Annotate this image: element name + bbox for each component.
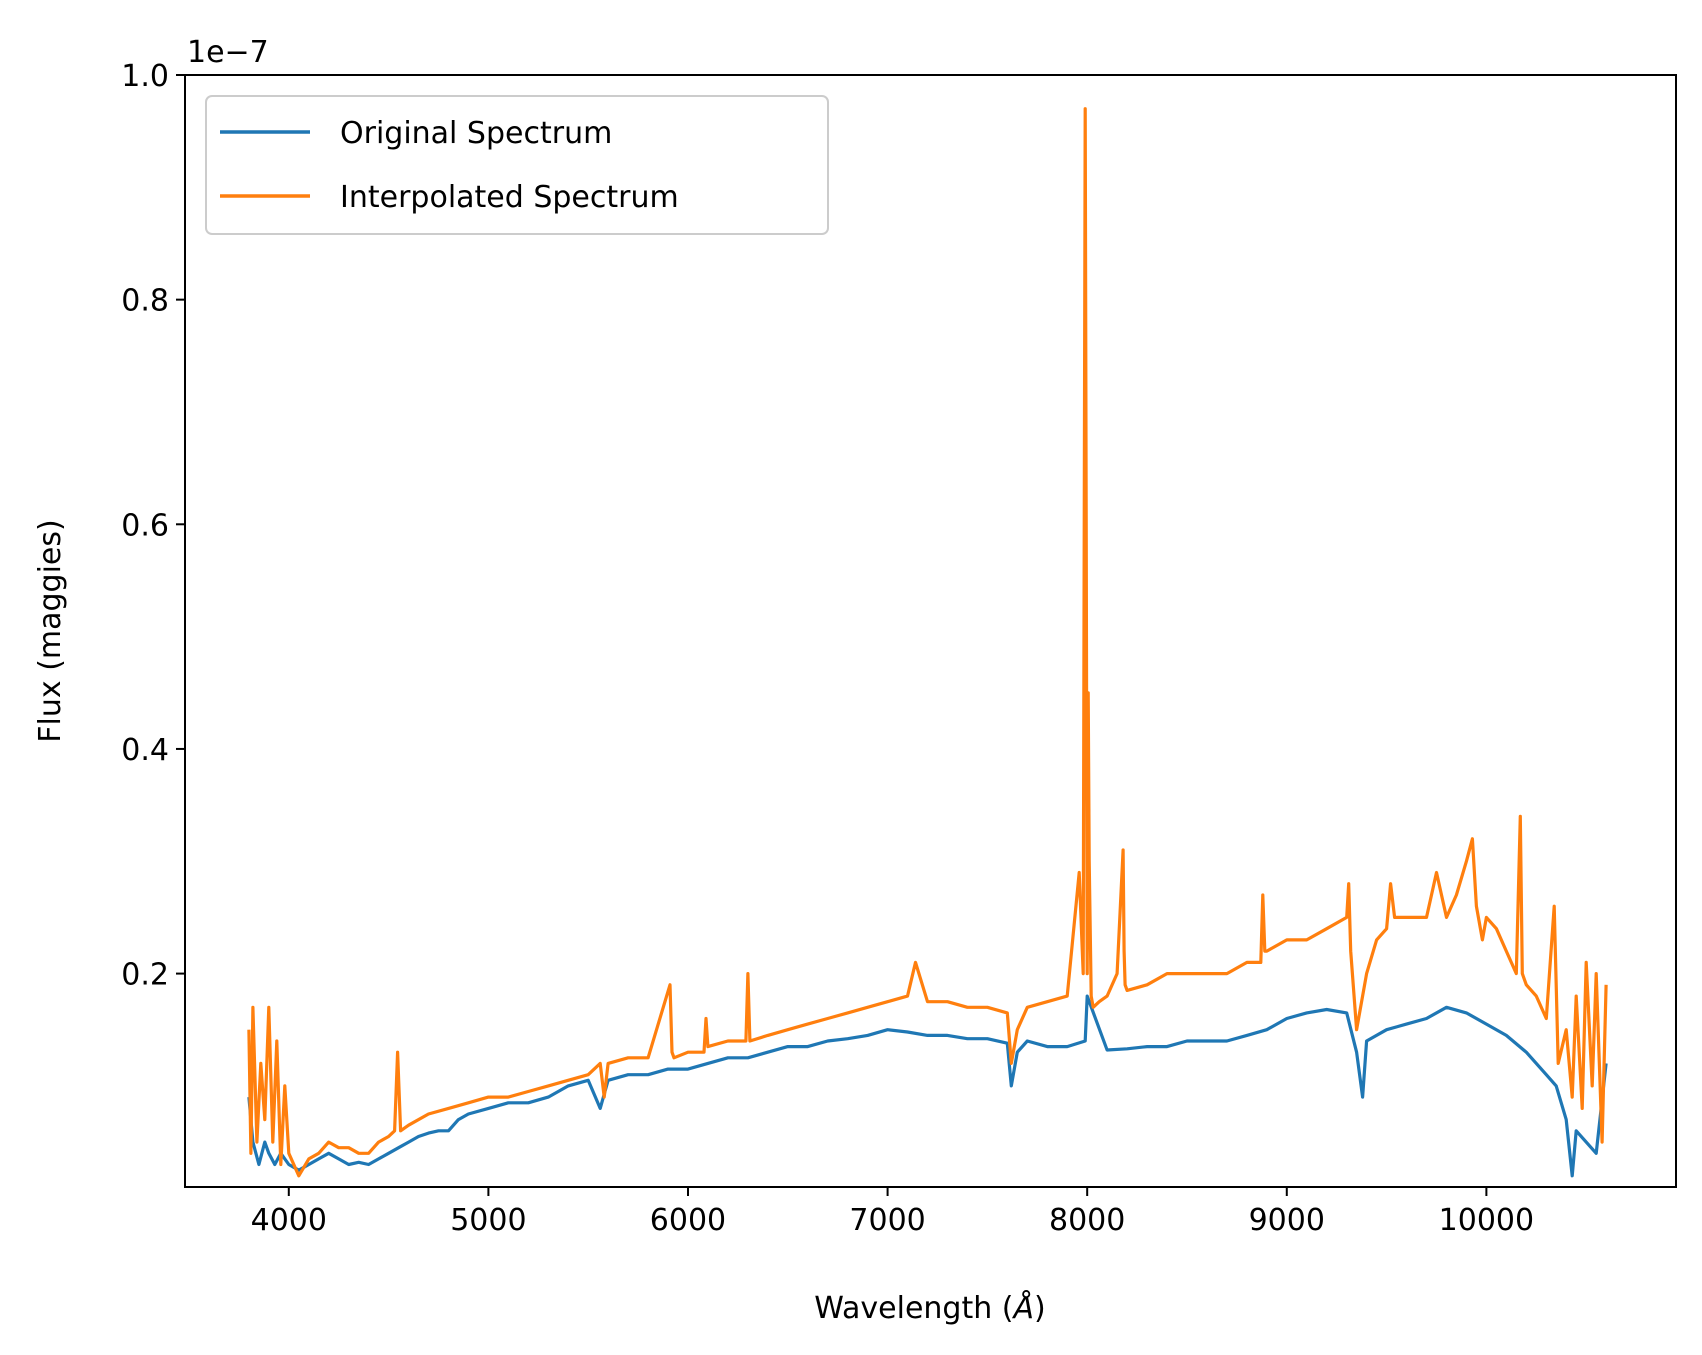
x-axis-label-symbol: Å: [1011, 1290, 1034, 1326]
x-axis-label-text: Wavelength (: [814, 1291, 1013, 1326]
x-tick-label: 10000: [1439, 1203, 1534, 1238]
y-tick-label: 0.6: [121, 508, 169, 543]
series-layer: [247, 107, 1608, 1178]
x-axis-label-suffix: ): [1034, 1291, 1046, 1326]
y-axis-label: Flux (maggies): [33, 519, 68, 742]
x-tick-label: 6000: [650, 1203, 726, 1238]
series-line-interpolated: [247, 107, 1608, 1178]
plot-frame: [184, 74, 1677, 1188]
legend-label-original: Original Spectrum: [340, 116, 612, 151]
x-tick-label: 9000: [1249, 1203, 1325, 1238]
x-axis-label: Wavelength (Å): [814, 1290, 1045, 1326]
legend: Original Spectrum Interpolated Spectrum: [205, 95, 829, 235]
y-tick-label: 0.4: [121, 733, 169, 768]
x-tick-label: 8000: [1049, 1203, 1125, 1238]
y-offset-label: 1e−7: [187, 35, 269, 70]
x-tick-label: 7000: [849, 1203, 925, 1238]
series-line-original: [247, 994, 1608, 1178]
y-axis: 0.2 0.4 0.6 0.8 1.0: [121, 59, 185, 993]
legend-label-interpolated: Interpolated Spectrum: [340, 180, 679, 215]
x-tick-label: 5000: [450, 1203, 526, 1238]
y-tick-label: 0.2: [121, 958, 169, 993]
x-tick-label: 4000: [251, 1203, 327, 1238]
y-tick-label: 1.0: [121, 59, 169, 94]
x-axis: 4000 5000 6000 7000 8000 9000 10000: [251, 1187, 1534, 1238]
legend-box: [205, 95, 829, 235]
y-tick-label: 0.8: [121, 284, 169, 319]
